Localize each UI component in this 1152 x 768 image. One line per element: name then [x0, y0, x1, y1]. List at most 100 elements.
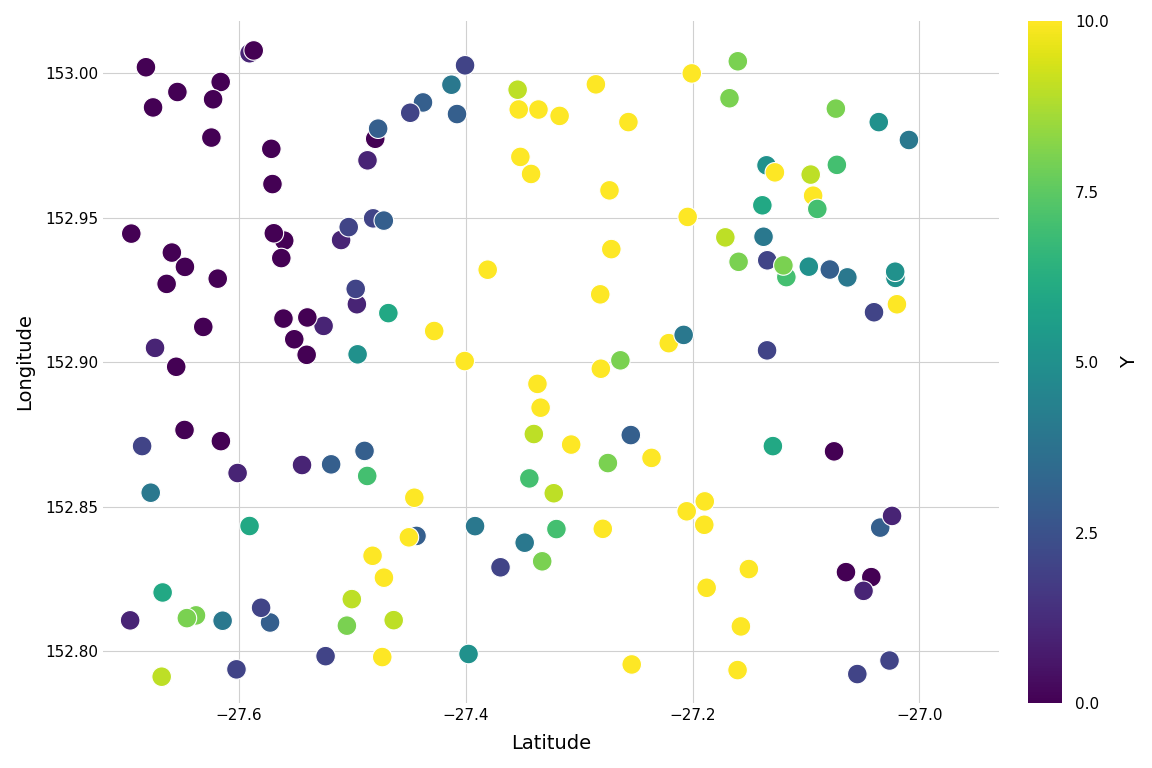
Point [264, 178, 282, 190]
Point [260, 617, 279, 629]
Point [401, 107, 419, 119]
Point [622, 658, 641, 670]
Point [820, 263, 839, 276]
Point [348, 298, 366, 310]
Point [137, 61, 156, 74]
Point [204, 93, 222, 105]
Point [298, 311, 317, 323]
Point [448, 108, 467, 121]
Point [132, 440, 151, 452]
Point [696, 495, 714, 508]
Point [168, 86, 187, 98]
Point [862, 571, 880, 583]
Point [285, 333, 303, 346]
Point [241, 520, 259, 532]
Point [175, 424, 194, 436]
Point [732, 621, 750, 633]
Point [209, 273, 227, 285]
Point [660, 337, 679, 349]
Point [374, 571, 393, 584]
Point [882, 510, 901, 522]
Point [425, 325, 444, 337]
Point [865, 306, 884, 319]
Point [297, 349, 316, 361]
Point [836, 566, 855, 578]
Point [871, 521, 889, 534]
Point [848, 668, 866, 680]
Point [774, 260, 793, 272]
Point [508, 84, 526, 96]
Point [212, 76, 230, 88]
Point [177, 612, 196, 624]
Point [314, 319, 333, 332]
Point [695, 518, 713, 531]
Point [338, 620, 356, 632]
Point [720, 92, 738, 104]
Point [385, 614, 403, 626]
Point [740, 563, 758, 575]
Point [491, 561, 509, 574]
Point [408, 530, 426, 542]
Point [275, 234, 294, 247]
Point [369, 122, 387, 134]
Point [729, 256, 748, 268]
Point [643, 452, 661, 464]
Point [317, 650, 335, 662]
Point [524, 428, 543, 440]
Point [888, 298, 907, 310]
Point [228, 467, 247, 479]
Point [363, 550, 381, 562]
Point [804, 190, 823, 202]
Point [682, 68, 700, 80]
Point [697, 581, 715, 594]
Point [478, 263, 497, 276]
Point [766, 166, 785, 178]
Point [187, 609, 205, 621]
Point [592, 362, 611, 375]
Point [348, 348, 366, 360]
Point [144, 101, 162, 114]
Point [728, 55, 746, 68]
Point [406, 492, 424, 504]
Point [373, 651, 392, 664]
Point [599, 457, 617, 469]
Point [176, 260, 195, 273]
Point [342, 593, 361, 605]
Point [591, 288, 609, 300]
Point [612, 354, 630, 366]
Point [547, 523, 566, 535]
Point [529, 104, 547, 116]
Point [674, 329, 692, 341]
Point [332, 234, 350, 247]
Point [202, 131, 220, 144]
Point [379, 307, 397, 319]
Point [414, 96, 432, 108]
Point [755, 230, 773, 243]
Point [827, 102, 846, 114]
Point [511, 151, 530, 163]
Point [757, 159, 775, 171]
Point [442, 78, 461, 91]
Y-axis label: Longitude: Longitude [15, 313, 35, 410]
Point [358, 470, 377, 482]
Point [340, 221, 358, 233]
Point [679, 210, 697, 223]
Point [347, 283, 365, 295]
Point [366, 133, 385, 145]
Point [146, 342, 165, 354]
Point [880, 654, 899, 667]
Point [515, 537, 533, 549]
Point [600, 184, 619, 197]
Point [900, 134, 918, 146]
Point [533, 555, 552, 568]
Point [886, 266, 904, 278]
Point [593, 523, 612, 535]
Point [241, 47, 259, 59]
Point [212, 435, 230, 447]
Point [827, 159, 846, 171]
Point [602, 243, 621, 255]
Point [808, 203, 826, 215]
Point [122, 227, 141, 240]
Point [227, 664, 245, 676]
Point [753, 199, 772, 211]
